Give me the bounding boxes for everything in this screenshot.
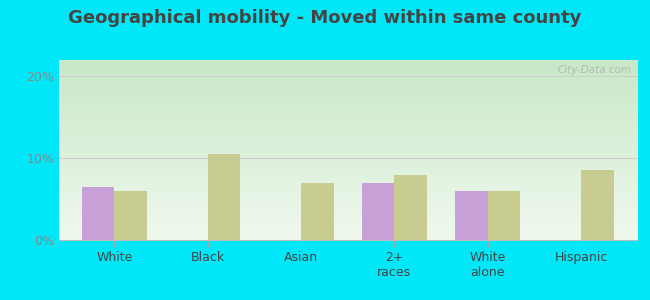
Bar	[208, 154, 240, 240]
Bar	[82, 187, 114, 240]
Bar	[301, 183, 333, 240]
Bar	[455, 191, 488, 240]
Bar	[362, 183, 395, 240]
Bar	[395, 175, 427, 240]
Text: City-Data.com: City-Data.com	[557, 65, 631, 75]
Bar	[581, 170, 614, 240]
Bar	[488, 191, 521, 240]
Text: Geographical mobility - Moved within same county: Geographical mobility - Moved within sam…	[68, 9, 582, 27]
Bar	[114, 191, 147, 240]
